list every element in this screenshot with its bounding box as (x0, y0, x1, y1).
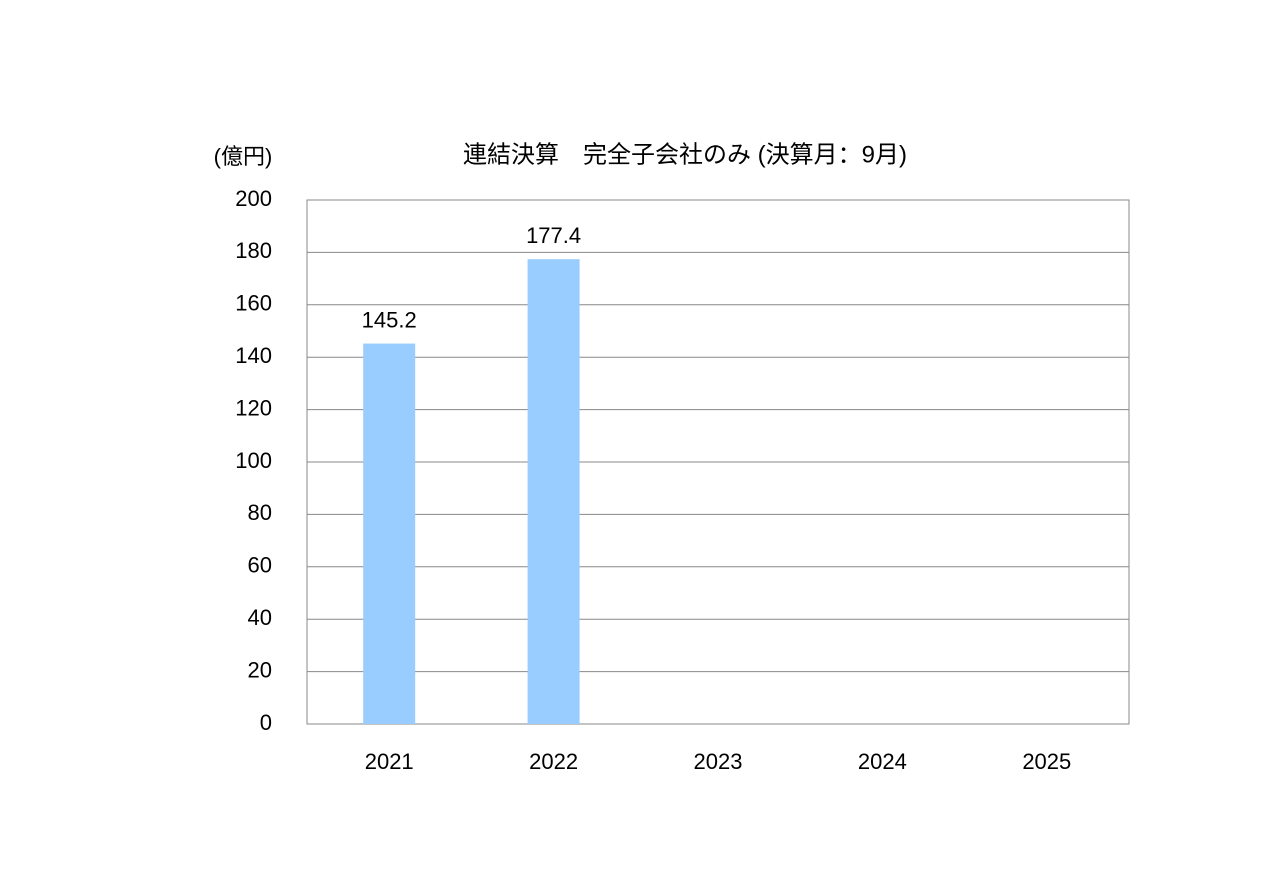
y-tick-label: 160 (235, 291, 272, 316)
y-tick-label: 40 (248, 605, 272, 630)
bar (527, 259, 580, 724)
y-tick-label: 120 (235, 395, 272, 420)
y-tick-label: 60 (248, 553, 272, 578)
y-tick-label: 20 (248, 657, 272, 682)
x-tick-label: 2024 (858, 749, 907, 774)
value-label: 145.2 (362, 307, 417, 332)
x-tick-label: 2025 (1022, 749, 1071, 774)
chart-title: 連結決算 完全子会社のみ (決算月：9月) (463, 141, 907, 168)
y-tick-label: 80 (248, 500, 272, 525)
x-tick-label: 2023 (694, 749, 743, 774)
y-tick-label: 140 (235, 343, 272, 368)
bar (363, 343, 416, 724)
y-tick-label: 100 (235, 448, 272, 473)
x-tick-label: 2022 (529, 749, 578, 774)
y-tick-label: 200 (235, 186, 272, 211)
y-axis-label: (億円) (214, 144, 273, 169)
plot-frame (306, 199, 1130, 725)
value-label: 177.4 (526, 223, 581, 248)
y-tick-label: 0 (260, 710, 272, 735)
x-tick-label: 2021 (365, 749, 414, 774)
y-tick-label: 180 (235, 238, 272, 263)
